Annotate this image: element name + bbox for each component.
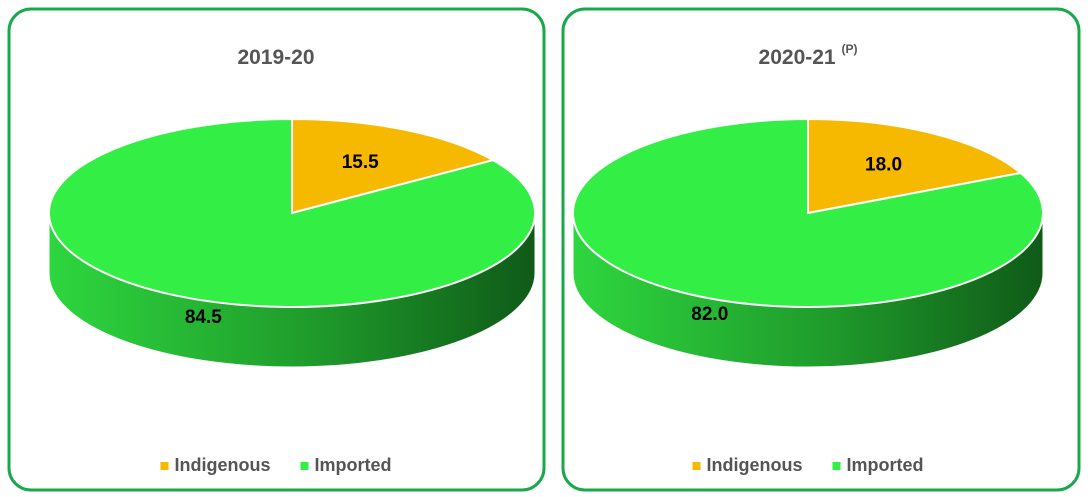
legend-swatch bbox=[692, 462, 701, 470]
legend: Indigenous Imported bbox=[160, 455, 392, 475]
pie-slice bbox=[291, 117, 496, 215]
pie-slice bbox=[807, 117, 1023, 215]
title-text: 2019-20 bbox=[237, 46, 314, 69]
data-label: 15.5 bbox=[342, 152, 379, 173]
data-label: 84.5 bbox=[185, 307, 222, 328]
chart-title: 2020-21 (P) bbox=[759, 42, 858, 68]
legend-label: Indigenous bbox=[174, 455, 270, 475]
legend-swatch bbox=[832, 462, 841, 470]
legend-swatch bbox=[300, 462, 309, 470]
pie-slice bbox=[48, 117, 536, 308]
legend-swatch bbox=[160, 462, 169, 470]
data-label: 18.0 bbox=[865, 154, 902, 175]
legend-label: Indigenous bbox=[706, 455, 802, 475]
data-label: 82.0 bbox=[691, 304, 728, 325]
legend: Indigenous Imported bbox=[692, 455, 924, 475]
legend-label: Imported bbox=[314, 455, 391, 475]
title-note: (P) bbox=[841, 42, 857, 56]
chart-title: 2019-20 bbox=[237, 46, 314, 69]
pie-slice bbox=[571, 117, 1044, 308]
title-text: 2020-21 bbox=[759, 46, 836, 69]
legend-label: Imported bbox=[846, 455, 923, 475]
